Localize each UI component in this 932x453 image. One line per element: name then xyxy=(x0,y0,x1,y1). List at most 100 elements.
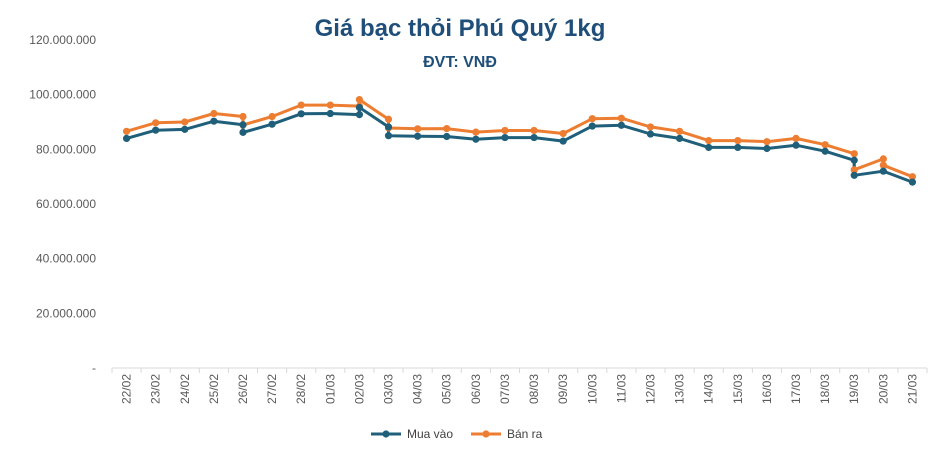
data-point-ban-ra xyxy=(821,141,829,149)
data-point-ban-ra xyxy=(588,115,596,123)
x-tick-label: 05/03 xyxy=(440,374,454,404)
x-tick-label: 02/03 xyxy=(352,374,366,404)
x-tick-label: 03/03 xyxy=(382,374,396,404)
x-tick-label: 24/02 xyxy=(178,374,192,404)
data-point-mua-vao xyxy=(705,143,713,152)
x-axis: 22/02 23/02 24/02 25/02 26/02 27/02 28/02 01/03… xyxy=(111,367,928,404)
data-point-ban-ra xyxy=(908,173,917,181)
data-point-mua-vao xyxy=(384,132,393,140)
data-point-ban-ra xyxy=(646,123,655,131)
y-tick-label: 40.000.000 xyxy=(36,252,96,266)
data-point-mua-vao xyxy=(530,133,538,142)
data-point-ban-ra xyxy=(559,129,567,138)
x-tick-label: 08/03 xyxy=(527,374,541,404)
y-tick-label: 80.000.000 xyxy=(36,142,96,156)
data-point-ban-ra xyxy=(443,124,451,133)
data-point-mua-vao xyxy=(414,132,422,140)
data-point-mua-vao xyxy=(239,121,247,129)
x-tick-label: 27/02 xyxy=(265,374,279,404)
data-point-mua-vao xyxy=(181,125,189,133)
data-point-ban-ra xyxy=(617,114,625,122)
x-tick-label: 15/03 xyxy=(731,374,745,404)
chart-subtitle: ĐVT: VNĐ xyxy=(423,54,497,71)
y-axis: - 20.000.000 40.000.000 60.000.000 80.000.00… xyxy=(29,33,96,375)
data-point-mua-vao xyxy=(443,132,451,141)
x-tick-label: 20/03 xyxy=(876,374,890,404)
data-point-ban-ra xyxy=(792,134,800,142)
data-point-ban-ra xyxy=(850,150,858,158)
data-point-mua-vao xyxy=(559,137,567,145)
data-point-mua-vao xyxy=(384,123,393,131)
data-point-ban-ra xyxy=(414,125,422,133)
y-tick-label: 20.000.000 xyxy=(36,306,96,320)
data-point-ban-ra xyxy=(675,127,684,135)
data-point-ban-ra xyxy=(879,155,887,163)
legend-label-mua-vao: Mua vào xyxy=(407,427,453,441)
data-point-ban-ra xyxy=(122,127,131,135)
data-point-mua-vao xyxy=(646,130,655,138)
x-tick-label: 18/03 xyxy=(818,374,832,404)
chart-title: Giá bạc thỏi Phú Quý 1kg xyxy=(315,15,606,42)
data-point-ban-ra xyxy=(355,95,364,104)
data-point-mua-vao xyxy=(850,156,858,164)
x-tick-label: 21/03 xyxy=(905,374,919,404)
x-tick-label: 26/02 xyxy=(236,374,250,404)
data-point-ban-ra xyxy=(297,101,305,109)
x-tick-label: 23/02 xyxy=(149,374,163,404)
data-point-mua-vao xyxy=(850,171,858,179)
data-point-mua-vao xyxy=(821,147,829,155)
data-point-mua-vao xyxy=(326,109,334,118)
data-point-ban-ra xyxy=(763,138,771,146)
data-point-ban-ra xyxy=(879,161,887,169)
data-point-mua-vao xyxy=(617,121,625,129)
legend-label-ban-ra: Bán ra xyxy=(507,427,543,441)
x-tick-label: 17/03 xyxy=(789,374,803,404)
data-point-mua-vao xyxy=(763,144,771,153)
data-point-ban-ra xyxy=(152,119,160,127)
data-point-ban-ra xyxy=(705,136,713,145)
data-point-ban-ra xyxy=(384,115,393,123)
data-point-ban-ra xyxy=(734,136,742,145)
data-point-mua-vao xyxy=(210,117,218,125)
series-layer xyxy=(122,95,917,186)
y-tick-label: 60.000.000 xyxy=(36,197,96,211)
data-point-mua-vao xyxy=(268,120,276,128)
x-tick-label: 28/02 xyxy=(294,374,308,404)
data-point-mua-vao xyxy=(297,110,305,118)
data-point-mua-vao xyxy=(792,141,800,149)
data-point-mua-vao xyxy=(501,133,509,142)
data-point-ban-ra xyxy=(850,166,858,174)
x-tick-label: 07/03 xyxy=(498,374,512,404)
data-point-mua-vao xyxy=(588,122,596,130)
legend-marker-mua-vao xyxy=(382,430,390,438)
data-point-mua-vao xyxy=(355,111,364,119)
data-point-ban-ra xyxy=(472,128,480,136)
data-point-ban-ra xyxy=(268,112,276,121)
x-tick-label: 13/03 xyxy=(673,374,687,404)
legend-marker-ban-ra xyxy=(482,430,490,438)
x-tick-label: 09/03 xyxy=(556,374,570,404)
data-point-mua-vao xyxy=(152,126,160,134)
data-point-mua-vao xyxy=(472,135,480,143)
y-tick-label: 100.000.000 xyxy=(29,88,96,102)
data-point-mua-vao xyxy=(355,103,364,112)
x-tick-label: 12/03 xyxy=(643,374,657,404)
y-tick-label: 120.000.000 xyxy=(29,33,96,47)
data-point-ban-ra xyxy=(181,118,189,126)
x-tick-label: 11/03 xyxy=(614,374,628,403)
data-point-ban-ra xyxy=(530,126,538,135)
data-point-ban-ra xyxy=(501,126,509,135)
series-line-mua-vao xyxy=(125,106,914,184)
data-point-mua-vao xyxy=(122,134,131,142)
data-point-mua-vao xyxy=(239,128,247,136)
x-tick-label: 19/03 xyxy=(847,374,861,404)
x-tick-label: 01/03 xyxy=(323,374,337,404)
x-tick-label: 06/03 xyxy=(469,374,483,404)
data-point-ban-ra xyxy=(239,112,247,121)
x-tick-label: 14/03 xyxy=(702,374,716,404)
x-tick-label: 10/03 xyxy=(585,374,599,404)
data-point-mua-vao xyxy=(908,178,917,186)
y-tick-label: - xyxy=(92,361,96,375)
data-point-mua-vao xyxy=(734,143,742,152)
